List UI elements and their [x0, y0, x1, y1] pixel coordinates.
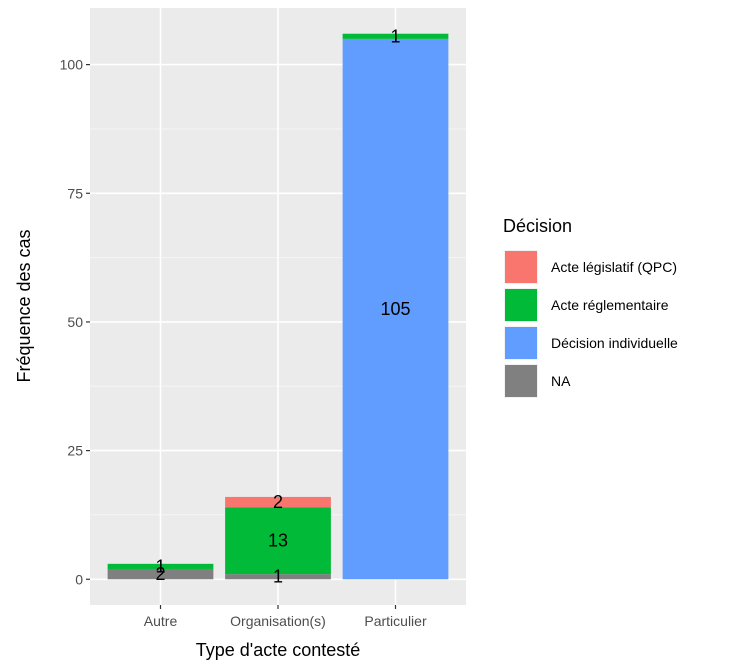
- legend-label: Décision individuelle: [551, 335, 678, 351]
- bar-segment: [107, 568, 214, 580]
- x-tick-label: Organisation(s): [230, 613, 326, 629]
- y-tick-label: 100: [60, 57, 84, 73]
- x-tick-label: Particulier: [364, 613, 427, 629]
- legend-title: Décision: [503, 216, 572, 236]
- y-axis-title: Fréquence des cas: [14, 229, 34, 382]
- bar-segment: [225, 507, 331, 575]
- legend-label: Acte réglementaire: [551, 297, 669, 313]
- legend: Décision Acte législatif (QPC) Acte régle…: [503, 216, 678, 398]
- legend-swatch: [505, 365, 537, 397]
- bar-segment: [225, 496, 331, 508]
- legend-swatch: [505, 289, 537, 321]
- bar-value-label: 2: [273, 492, 283, 512]
- legend-label: Acte législatif (QPC): [551, 259, 677, 275]
- axes: 0 25 50 75 100 Autre Organisation(s) Particulie…: [60, 57, 427, 629]
- y-tick-label: 0: [75, 571, 83, 587]
- bar-segment: [107, 563, 214, 569]
- bar-value-label: 1: [390, 26, 400, 46]
- y-tick-label: 25: [67, 443, 83, 459]
- bar-value-label: 13: [268, 531, 288, 551]
- bar-value-label: 105: [380, 299, 410, 319]
- legend-swatch: [505, 251, 537, 283]
- bar-value-label: 1: [273, 567, 283, 587]
- y-tick-label: 75: [67, 185, 83, 201]
- x-axis-title: Type d'acte contesté: [196, 640, 361, 660]
- bar-segment: [225, 574, 331, 580]
- legend-swatch: [505, 327, 537, 359]
- bar-value-label: 2: [155, 564, 165, 584]
- x-tick-label: Autre: [144, 613, 178, 629]
- legend-label: NA: [551, 373, 571, 389]
- bars: [107, 33, 449, 580]
- bar-segment: [342, 38, 449, 580]
- bar-segment: [342, 33, 449, 39]
- bar-value-label: 1: [155, 556, 165, 576]
- y-tick-label: 50: [67, 314, 83, 330]
